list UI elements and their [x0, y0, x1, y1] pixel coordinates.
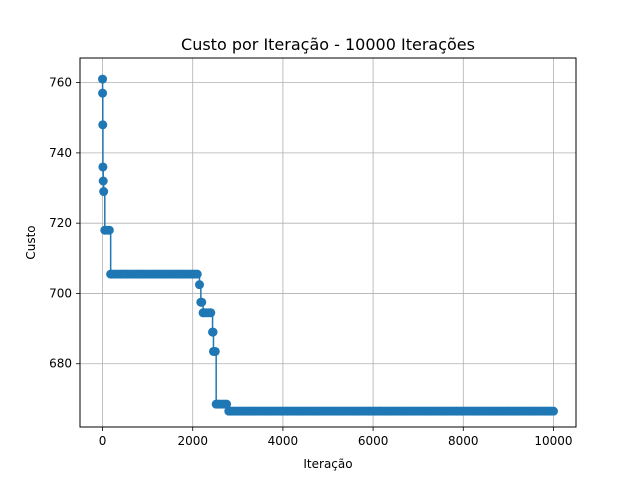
series-line: [101, 78, 554, 412]
data-point: [98, 162, 108, 172]
data-point: [98, 74, 108, 84]
data-point: [98, 88, 108, 98]
data-point: [197, 297, 207, 307]
data-point: [206, 308, 216, 318]
y-tick-label: 760: [49, 76, 72, 90]
y-tick-label: 680: [49, 357, 72, 371]
axis-ticks: 0 2000 4000 6000 8000 10000 680 700 720 740 760: [49, 76, 572, 448]
data-point: [104, 225, 114, 235]
y-axis-label: Custo: [24, 225, 38, 259]
series-custo: [98, 74, 558, 416]
data-point: [222, 399, 232, 409]
plot-frame: [79, 57, 577, 428]
data-point: [194, 280, 204, 290]
x-tick-label: 0: [99, 434, 107, 448]
x-tick-label: 8000: [448, 434, 479, 448]
chart-title: Custo por Iteração - 10000 Iterações: [181, 35, 475, 54]
x-tick-label: 10000: [534, 434, 572, 448]
y-tick-label: 740: [49, 146, 72, 160]
data-point: [548, 406, 558, 416]
y-tick-label: 700: [49, 286, 72, 300]
data-point: [98, 176, 108, 186]
data-point: [210, 346, 220, 356]
x-axis-label: Iteração: [303, 457, 352, 471]
data-point: [208, 327, 218, 337]
data-point: [192, 269, 202, 279]
x-tick-label: 2000: [177, 434, 208, 448]
y-tick-label: 720: [49, 216, 72, 230]
data-point: [99, 187, 109, 197]
grid-lines: [80, 58, 576, 427]
data-point: [98, 120, 108, 130]
x-tick-label: 4000: [268, 434, 299, 448]
x-tick-label: 6000: [358, 434, 389, 448]
